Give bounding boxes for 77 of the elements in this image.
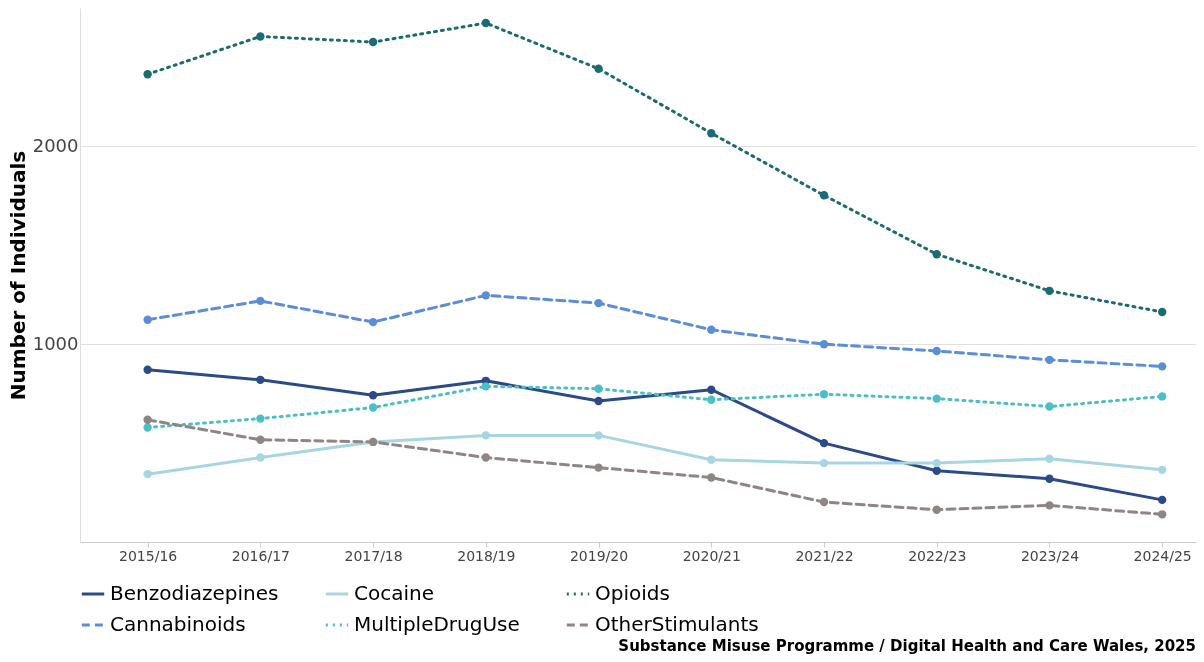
x-tick-label: 2024/25: [1133, 547, 1192, 564]
point: [1045, 286, 1054, 295]
point: [256, 296, 265, 306]
y-axis-title: Number of Individuals: [5, 150, 30, 401]
point: [256, 375, 265, 384]
point: [819, 340, 829, 349]
point: [707, 129, 716, 138]
legend-label: OtherStimulants: [595, 612, 759, 636]
y-tick-label: 2000: [32, 134, 79, 156]
point: [1045, 501, 1054, 510]
point: [481, 453, 490, 462]
x-tick-label: 2017/18: [344, 547, 403, 564]
point: [143, 315, 152, 324]
point: [368, 403, 378, 412]
x-tick-label: 2021/22: [795, 547, 854, 564]
point: [481, 382, 490, 391]
point: [594, 463, 603, 472]
x-tick-label: 2019/20: [569, 547, 629, 564]
point: [819, 497, 829, 507]
point: [707, 325, 716, 334]
point: [143, 423, 152, 432]
point: [932, 394, 941, 403]
legend-label: Benzodiazepines: [110, 581, 279, 605]
point: [707, 385, 716, 394]
x-tick-label: 2015/16: [119, 547, 178, 564]
point: [1045, 454, 1054, 463]
point: [1045, 474, 1054, 483]
point: [594, 431, 603, 440]
point: [1045, 402, 1054, 411]
point: [1045, 355, 1054, 365]
point: [1158, 495, 1167, 505]
point: [368, 391, 378, 400]
legend-label: Cocaine: [354, 581, 434, 605]
point: [481, 18, 490, 28]
legend-label: Cannabinoids: [110, 612, 246, 636]
point: [368, 37, 378, 47]
point: [256, 435, 265, 444]
point: [932, 250, 941, 259]
x-tick-label: 2023/24: [1020, 547, 1080, 564]
point: [1158, 392, 1167, 401]
point: [1158, 510, 1167, 519]
point: [143, 469, 152, 479]
point: [256, 32, 265, 41]
point: [819, 390, 829, 399]
point: [707, 395, 716, 404]
point: [932, 458, 941, 468]
y-tick-label: 1000: [32, 332, 79, 354]
point: [143, 365, 152, 374]
point: [594, 64, 603, 73]
point: [707, 473, 716, 482]
point: [1158, 362, 1167, 371]
point: [932, 346, 941, 356]
point: [143, 415, 152, 424]
legend-label: MultipleDrugUse: [354, 612, 520, 636]
x-tick-label: 2016/17: [231, 547, 290, 564]
point: [481, 431, 490, 440]
point: [819, 438, 829, 448]
point: [368, 317, 378, 327]
point: [1158, 307, 1167, 317]
point: [594, 384, 603, 393]
point: [256, 414, 265, 423]
point: [932, 466, 941, 475]
legend-label: Opioids: [595, 581, 670, 605]
point: [143, 70, 152, 79]
point: [819, 458, 829, 468]
text: Substance Misuse Programme / Digital Health and Care Wales, 2025: [618, 637, 1196, 655]
point: [481, 291, 490, 300]
point: [1158, 465, 1167, 474]
point: [707, 455, 716, 464]
x-tick-label: 2018/19: [457, 547, 516, 564]
point: [594, 396, 603, 406]
point: [594, 298, 603, 308]
x-tick-label: 2022/23: [908, 547, 967, 564]
point: [932, 505, 941, 514]
point: [819, 191, 829, 200]
x-tick-label: 2020/21: [682, 547, 741, 564]
point: [256, 453, 265, 462]
